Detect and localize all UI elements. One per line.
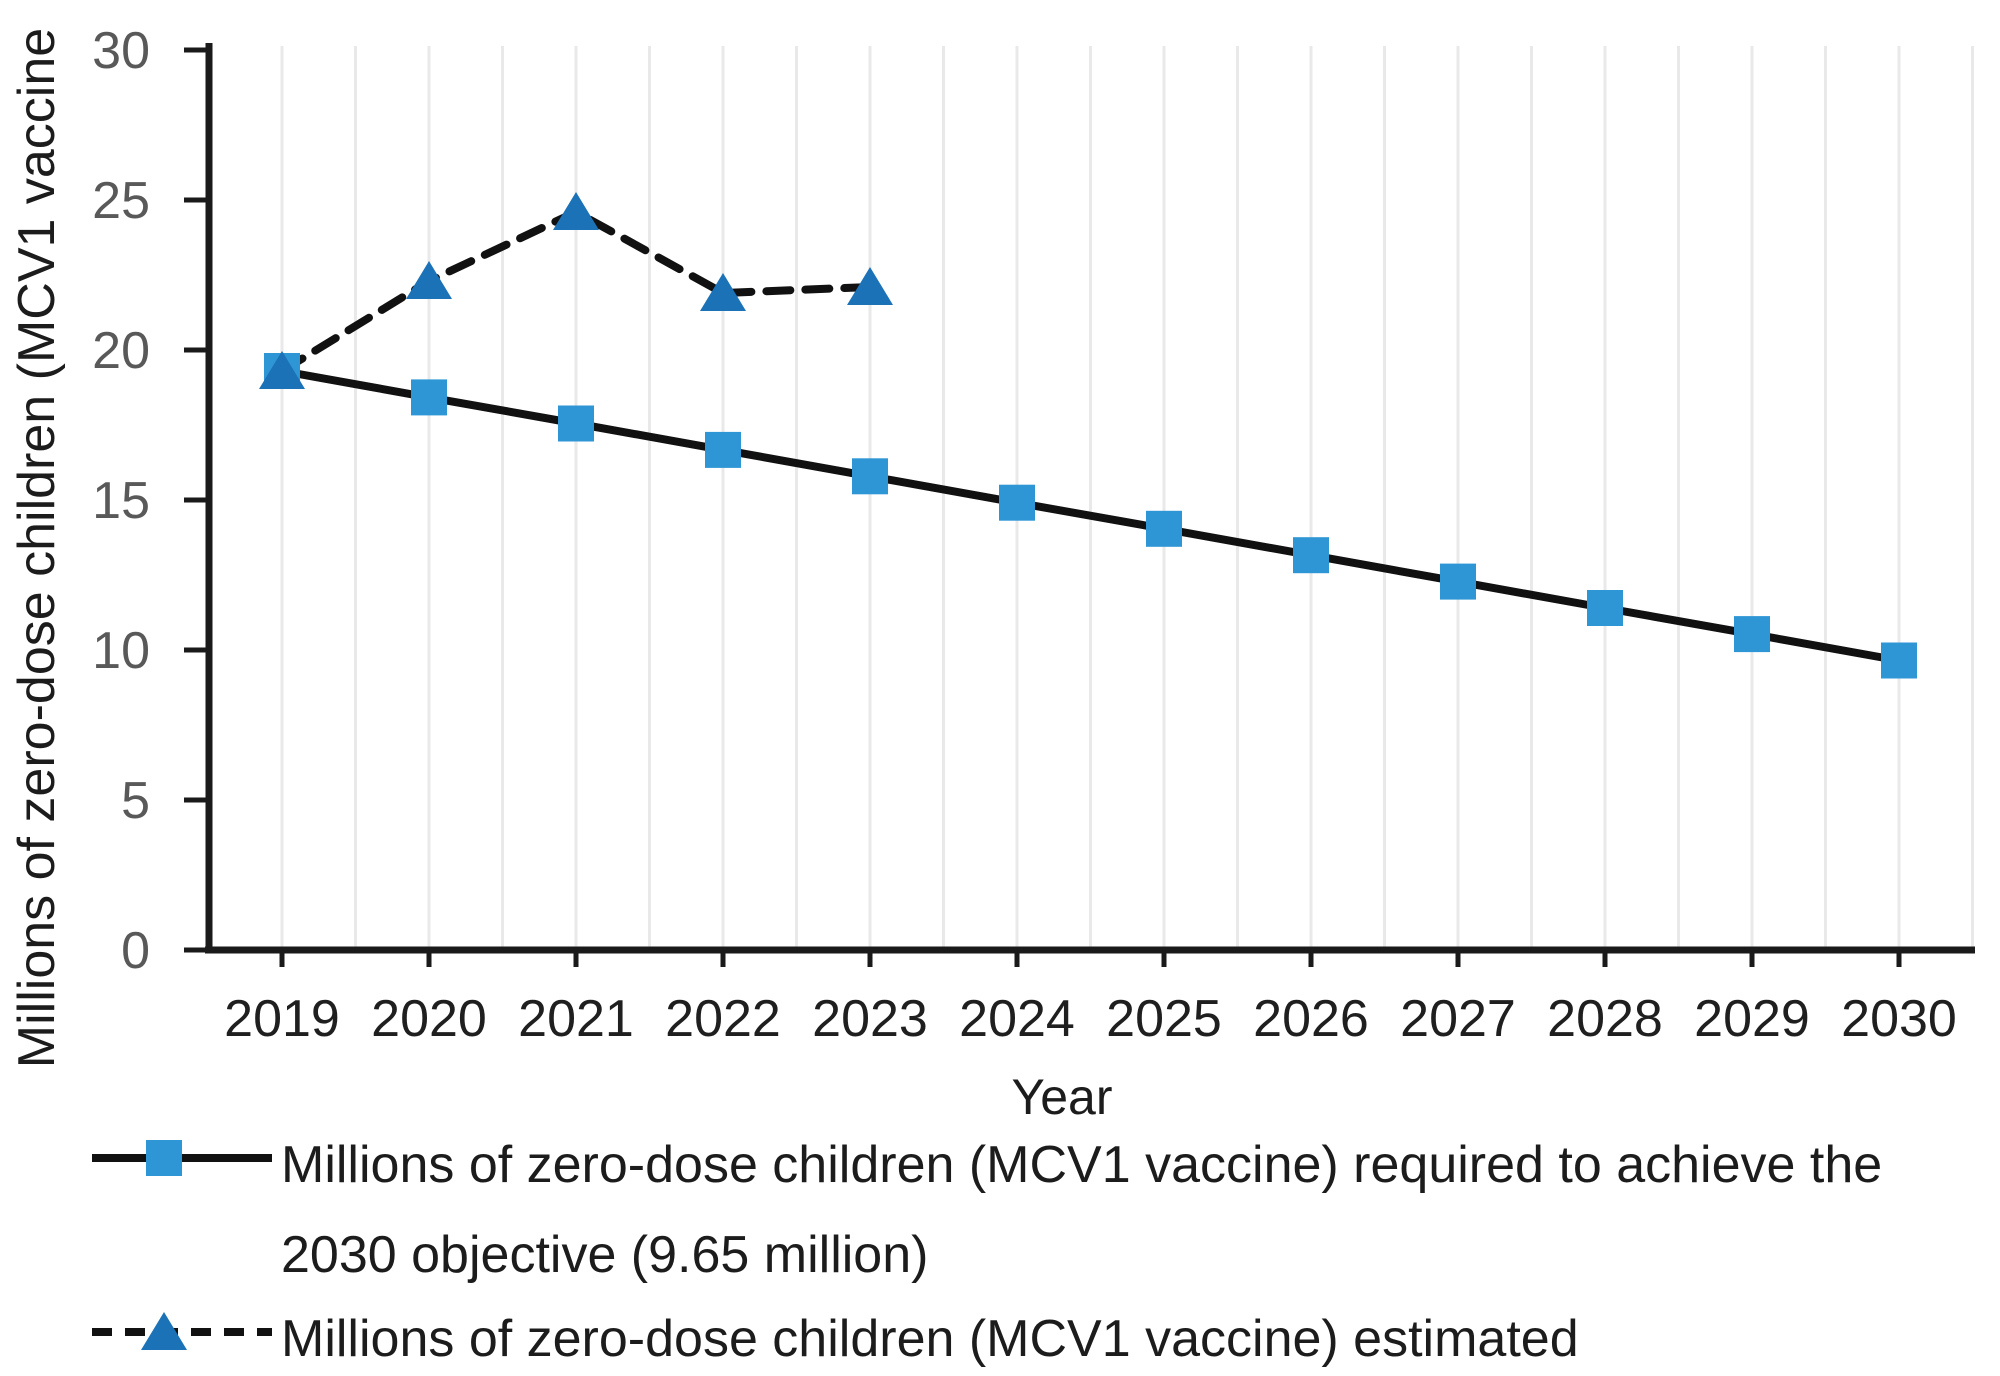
x-tick-label: 2022 [665, 990, 781, 1048]
data-point-square-2020 [411, 379, 447, 416]
data-point-square-2030 [1881, 642, 1917, 679]
x-tick-label: 2024 [959, 990, 1075, 1048]
legend-label-required: Millions of zero-dose children (MCV1 vac… [281, 1120, 1882, 1300]
y-tick-label: 25 [92, 172, 150, 230]
legend-label-required-line2: 2030 objective (9.65 million) [281, 1226, 929, 1284]
x-tick-label: 2028 [1547, 990, 1663, 1048]
legend-key-required [92, 1140, 272, 1176]
data-point-square-2026 [1293, 537, 1329, 574]
y-tick-label: 20 [92, 322, 150, 380]
data-point-square-2027 [1440, 563, 1476, 600]
legend-label-estimated-line1: Millions of zero-dose children (MCV1 vac… [281, 1310, 1579, 1368]
x-tick-label: 2021 [518, 990, 634, 1048]
y-axis-title: Millions of zero-dose children (MCV1 vac… [8, 28, 66, 1068]
y-tick-label: 30 [92, 22, 150, 80]
x-axis-title: Year [1011, 1069, 1112, 1120]
x-tick-label: 2030 [1841, 990, 1957, 1048]
x-tick-label: 2020 [371, 990, 487, 1048]
axes [184, 43, 1975, 967]
x-tick-label: 2026 [1253, 990, 1369, 1048]
data-point-square-2029 [1734, 616, 1770, 653]
x-tick-label: 2025 [1106, 990, 1222, 1048]
x-tick-label: 2019 [224, 990, 340, 1048]
legend-key-estimated [92, 1312, 272, 1350]
legend-required-square-marker [146, 1140, 182, 1176]
legend-estimated-triangle-marker [141, 1312, 187, 1350]
data-point-triangle-2020 [406, 261, 452, 299]
series-line-required [278, 367, 1903, 665]
series-markers [259, 192, 1917, 679]
x-tick-label: 2029 [1694, 990, 1810, 1048]
y-tick-label: 10 [92, 622, 150, 680]
x-tick-label: 2027 [1400, 990, 1516, 1048]
data-point-square-2024 [999, 484, 1035, 521]
y-tick-label: 0 [121, 922, 150, 980]
data-point-triangle-2022 [700, 273, 746, 311]
data-point-square-2028 [1587, 590, 1623, 626]
data-point-triangle-2021 [553, 192, 599, 230]
x-axis-tick-labels: 2019 2020 2021 2022 2023 2024 2025 2026 2027 2028… [224, 990, 1957, 1048]
data-point-triangle-2019 [259, 351, 305, 389]
data-point-square-2023 [852, 458, 888, 495]
legend-label-estimated: Millions of zero-dose children (MCV1 vac… [281, 1294, 1579, 1376]
gridlines [280, 46, 1974, 948]
data-point-square-2025 [1146, 510, 1182, 547]
data-point-square-2021 [558, 405, 594, 442]
x-tick-label: 2023 [812, 990, 928, 1048]
y-tick-label: 5 [121, 772, 150, 830]
legend-label-required-line1: Millions of zero-dose children (MCV1 vac… [281, 1136, 1883, 1194]
y-tick-label: 15 [92, 472, 150, 530]
y-axis-tick-labels: 0 5 10 15 20 25 30 [92, 22, 150, 980]
data-point-triangle-2023 [847, 267, 893, 305]
data-point-square-2022 [705, 431, 741, 468]
